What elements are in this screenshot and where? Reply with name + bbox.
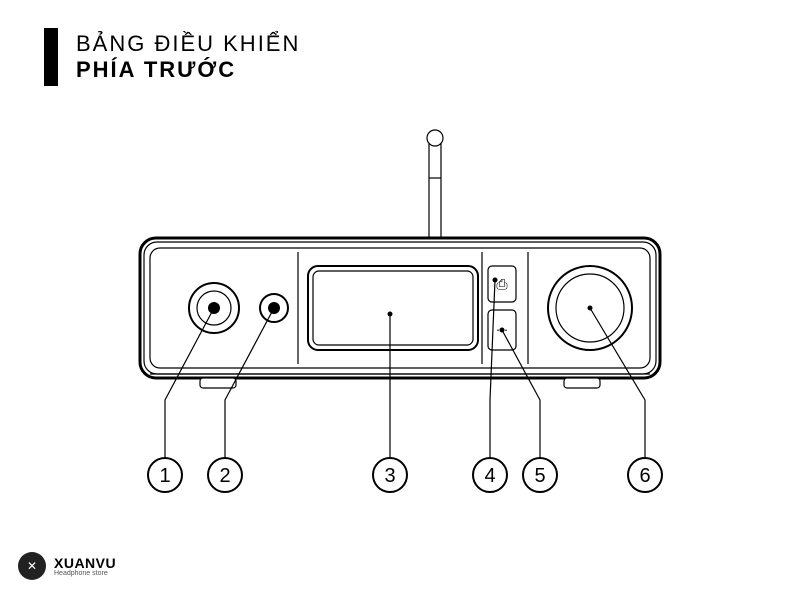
callout-label-4: 4 [484,465,495,487]
svg-text:⎙: ⎙ [496,276,507,292]
logo-icon: ✕ [18,552,46,580]
page: BẢNG ĐIỀU KHIỂN PHÍA TRƯỚC ⎙⋯123456 ✕ XU… [0,0,800,600]
brand-logo: ✕ XUANVU Headphone store [18,552,116,580]
callout-label-6: 6 [639,465,650,487]
device-diagram: ⎙⋯123456 [0,0,800,600]
callout-label-1: 1 [159,465,170,487]
logo-main: XUANVU [54,556,116,570]
callout-label-3: 3 [384,465,395,487]
logo-text: XUANVU Headphone store [54,556,116,577]
callout-label-5: 5 [534,465,545,487]
logo-sub: Headphone store [54,570,116,577]
callout-label-2: 2 [219,465,230,487]
logo-glyph: ✕ [27,559,37,573]
